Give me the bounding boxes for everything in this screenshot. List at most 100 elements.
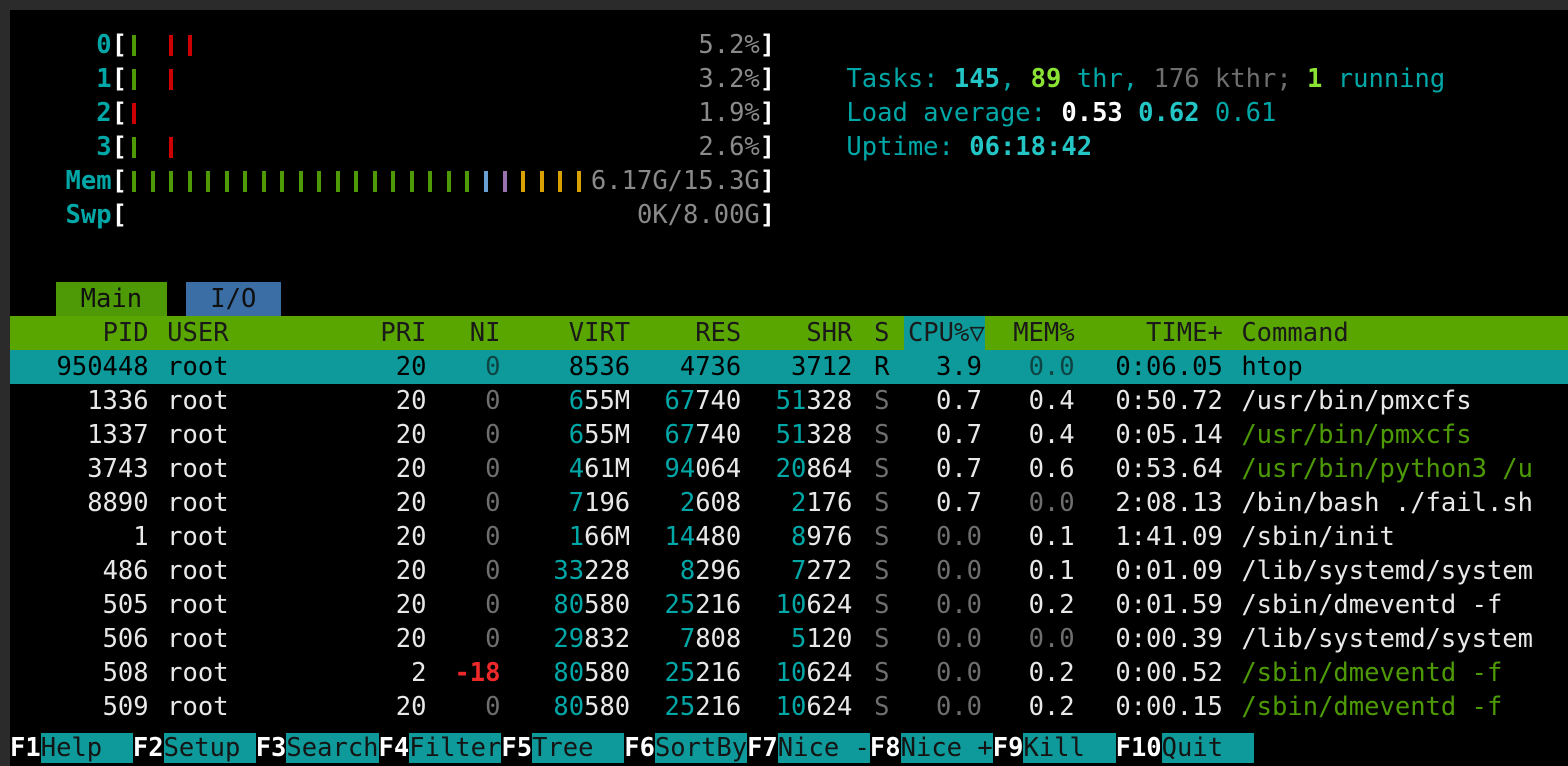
cell-virt-digits: 196 bbox=[584, 488, 631, 518]
table-row[interactable]: 509 root 20 0 80580 25216 10624 S 0.0 0.2 0:00.15/… bbox=[10, 690, 1568, 724]
fkey-f3[interactable]: F3 bbox=[255, 733, 287, 763]
column-header-cpu[interactable]: CPU%▽ bbox=[903, 316, 985, 350]
function-key-bar[interactable]: F1Help F2Setup F3SearchF4FilterF5Tree F6… bbox=[10, 730, 1568, 766]
cell-virt-magnitude: 29 bbox=[553, 624, 585, 654]
table-row[interactable]: 506 root 20 0 29832 7808 5120 S 0.0 0.0 0:00.39/li… bbox=[10, 622, 1568, 656]
table-row[interactable]: 950448 root 20 0 8536 4736 3712 R 3.9 0.0 0:06.05 h… bbox=[10, 350, 1568, 384]
column-header-time[interactable]: TIME+ bbox=[1146, 318, 1223, 348]
cell-time: 0:06.05 bbox=[1115, 352, 1223, 382]
table-row[interactable]: 8890 root 20 0 7196 2608 2176 S 0.7 0.0 2:08.13/bi… bbox=[10, 486, 1568, 520]
cell-virt-digits: 66M bbox=[584, 522, 631, 552]
column-header-user[interactable]: USER bbox=[167, 318, 229, 348]
cell-virt-digits: 580 bbox=[584, 692, 631, 722]
cell-res-digits: 480 bbox=[695, 522, 742, 552]
cell-virt: 655M bbox=[10, 418, 630, 452]
cell-time: 0:00.39 bbox=[1115, 624, 1223, 654]
column-header-shr[interactable]: SHR bbox=[806, 318, 853, 348]
tab-i-o[interactable]: I/O bbox=[185, 282, 281, 316]
cell-virt: 461M bbox=[10, 452, 630, 486]
fkey-f7[interactable]: F7 bbox=[747, 733, 778, 763]
load-sep-a bbox=[1123, 98, 1138, 128]
cell-res: 67740 bbox=[10, 384, 741, 418]
tasks-summary: Tasks: 145, 89 thr, 176 kthr; 1 running bbox=[785, 28, 1445, 94]
cell-res-magnitude: 14 bbox=[664, 522, 696, 552]
fkey-f5[interactable]: F5 bbox=[501, 733, 533, 763]
table-row[interactable]: 1336 root 20 0 655M 67740 51328 S 0.7 0.4 0:50.72/… bbox=[10, 384, 1568, 418]
cell-res-digits: 296 bbox=[695, 556, 742, 586]
cell-res: 67740 bbox=[10, 418, 741, 452]
column-header-res[interactable]: RES bbox=[695, 318, 742, 348]
cell-res: 94064 bbox=[10, 452, 741, 486]
fkey-label-search[interactable]: Search bbox=[286, 733, 379, 763]
table-header-row[interactable]: PID USER PRI NI VIRT RES SHR S CPU%▽ MEM% TIME+ Com… bbox=[10, 316, 1568, 350]
cell-shr-digits: 272 bbox=[806, 556, 853, 586]
tab-main[interactable]: Main bbox=[56, 282, 167, 316]
fkey-f6[interactable]: F6 bbox=[624, 733, 655, 763]
tasks-total: 145 bbox=[953, 64, 1000, 94]
cpu-meter-0-bar-segment bbox=[187, 35, 192, 56]
cpu-meter-3-bar-segment bbox=[169, 137, 174, 158]
table-row[interactable]: 1337 root 20 0 655M 67740 51328 S 0.7 0.4 0:05.14/… bbox=[10, 418, 1568, 452]
memory-meter-bar-segment bbox=[391, 171, 396, 192]
cell-state: S bbox=[874, 658, 890, 688]
fkey-f9[interactable]: F9 bbox=[992, 733, 1024, 763]
cell-cpu: 0.0 bbox=[935, 658, 983, 688]
table-row[interactable]: 508 root 2 -18 80580 25216 10624 S 0.0 0.2 0:00.52… bbox=[10, 656, 1568, 690]
running-count: 1 bbox=[1307, 64, 1323, 94]
cell-shr-magnitude: 10 bbox=[775, 658, 807, 688]
column-header-command[interactable]: Command bbox=[1241, 318, 1349, 348]
column-header-s[interactable]: S bbox=[874, 318, 890, 348]
cell-res: 2608 bbox=[10, 486, 741, 520]
table-row[interactable]: 486 root 20 0 33228 8296 7272 S 0.0 0.1 0:01.09/li… bbox=[10, 554, 1568, 588]
fkey-label-nice-[interactable]: Nice - bbox=[777, 733, 870, 763]
fkey-f1[interactable]: F1 bbox=[10, 733, 41, 763]
table-row[interactable]: 505 root 20 0 80580 25216 10624 S 0.0 0.2 0:01.59/… bbox=[10, 588, 1568, 622]
tab-label: I/O bbox=[194, 284, 272, 314]
table-row[interactable]: 1 root 20 0 166M 14480 8976 S 0.0 0.1 1:41.09/sbin… bbox=[10, 520, 1568, 554]
column-header-pri[interactable]: PRI bbox=[380, 318, 427, 348]
memory-meter-bar-segment bbox=[169, 171, 174, 192]
memory-meter-label: Mem bbox=[65, 166, 112, 196]
fkey-label-help[interactable]: Help bbox=[40, 733, 133, 763]
memory-meter-bar-segment bbox=[372, 171, 377, 192]
cell-user: root bbox=[167, 420, 229, 450]
table-row[interactable]: 3743 root 20 0 461M 94064 20864 S 0.7 0.6 0:53.64/… bbox=[10, 452, 1568, 486]
cell-res-digits: 216 bbox=[695, 590, 742, 620]
column-header-virt[interactable]: VIRT bbox=[568, 318, 631, 348]
cell-mem: 0.0 bbox=[1028, 488, 1075, 518]
cell-cpu: 3.9 bbox=[935, 352, 983, 382]
fkey-label-setup[interactable]: Setup bbox=[163, 733, 256, 763]
column-header-mem[interactable]: MEM% bbox=[1013, 318, 1075, 348]
fkey-f8[interactable]: F8 bbox=[869, 733, 901, 763]
cell-pid: 506 bbox=[102, 624, 149, 654]
fkey-f4[interactable]: F4 bbox=[378, 733, 410, 763]
uptime-value: 06:18:42 bbox=[969, 132, 1093, 162]
cell-shr-digits: 624 bbox=[806, 658, 853, 688]
fkey-label-quit[interactable]: Quit bbox=[1161, 733, 1254, 763]
cell-res: 14480 bbox=[10, 520, 741, 554]
cell-virt-magnitude: 33 bbox=[553, 556, 585, 586]
cell-res-digits: 216 bbox=[695, 692, 742, 722]
cell-cpu: 0.7 bbox=[935, 488, 983, 518]
fkey-f10[interactable]: F10 bbox=[1115, 733, 1162, 763]
cell-shr: 51328 bbox=[10, 384, 853, 418]
fkey-label-filter[interactable]: Filter bbox=[409, 733, 502, 763]
memory-meter-bar-segment bbox=[317, 171, 322, 192]
column-header-pid[interactable]: PID bbox=[102, 318, 149, 348]
cell-pid: 509 bbox=[102, 692, 149, 722]
cell-state: S bbox=[874, 692, 890, 722]
cell-mem: 0.4 bbox=[1028, 386, 1075, 416]
cell-pri: 20 bbox=[395, 522, 427, 552]
fkey-label-nice-[interactable]: Nice + bbox=[900, 733, 993, 763]
fkey-f2[interactable]: F2 bbox=[132, 733, 164, 763]
cell-res-digits: 608 bbox=[695, 488, 742, 518]
fkey-label-sortby[interactable]: SortBy bbox=[654, 733, 748, 763]
cell-state: R bbox=[874, 352, 890, 382]
column-header-ni[interactable]: NI bbox=[469, 318, 501, 348]
cell-mem: 0.2 bbox=[1028, 658, 1075, 688]
cell-time: 0:00.52 bbox=[1115, 658, 1223, 688]
fkey-label-tree[interactable]: Tree bbox=[532, 733, 625, 763]
fkey-label-kill[interactable]: Kill bbox=[1023, 733, 1116, 763]
cpu-meter-2-open-bracket: [ bbox=[111, 98, 127, 128]
cell-pid: 1337 bbox=[87, 420, 149, 450]
